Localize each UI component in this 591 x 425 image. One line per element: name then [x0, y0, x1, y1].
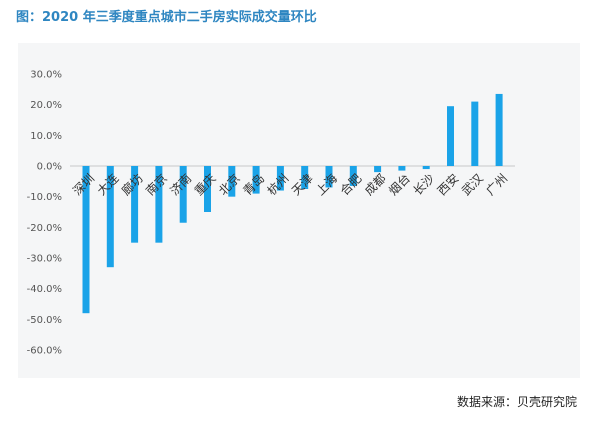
bar	[301, 166, 309, 189]
bar	[252, 166, 260, 194]
category-label: 天津	[289, 171, 316, 198]
bar	[276, 166, 284, 191]
y-tick-label: -50.0%	[27, 315, 62, 326]
bar	[374, 166, 382, 173]
category-label: 成都	[362, 171, 389, 198]
category-label: 重庆	[192, 171, 219, 198]
bar	[131, 166, 139, 243]
category-label: 上海	[313, 171, 341, 199]
bar	[82, 166, 90, 314]
y-tick-label: -10.0%	[27, 192, 62, 203]
category-label: 西安	[434, 171, 462, 199]
category-label: 长沙	[410, 171, 437, 198]
bar	[204, 166, 211, 212]
bar	[325, 166, 333, 188]
bar	[179, 166, 187, 223]
y-tick-label: -20.0%	[27, 223, 62, 234]
category-label: 南京	[142, 171, 170, 199]
bar	[447, 106, 454, 166]
bar	[398, 166, 406, 171]
category-label: 北京	[216, 171, 243, 198]
category-label: 武汉	[459, 171, 486, 198]
chart-title: 图：2020 年三季度重点城市二手房实际成交量环比	[16, 10, 317, 25]
category-label: 广州	[483, 171, 510, 198]
bar	[106, 166, 114, 268]
bar	[228, 166, 236, 197]
y-tick-label: 10.0%	[30, 131, 62, 142]
category-label: 大连	[94, 171, 122, 199]
bar	[349, 166, 357, 186]
y-tick-label: 30.0%	[30, 70, 62, 81]
bar	[422, 166, 430, 170]
y-tick-label: 20.0%	[30, 100, 62, 111]
bar	[471, 101, 479, 166]
category-label: 合肥	[337, 171, 365, 199]
category-label: 廊坊	[118, 171, 146, 199]
category-label: 深圳	[70, 171, 97, 198]
y-tick-label: 0.0%	[37, 162, 62, 173]
category-label: 杭州	[264, 171, 292, 199]
y-tick-label: -30.0%	[27, 254, 62, 265]
bar	[155, 166, 163, 243]
source-note: 数据来源：贝壳研究院	[456, 395, 577, 409]
bar	[495, 93, 503, 166]
category-label: 济南	[167, 171, 195, 199]
y-tick-label: -40.0%	[27, 284, 62, 295]
y-tick-label: -60.0%	[27, 346, 62, 357]
category-label: 烟台	[385, 171, 413, 199]
category-label: 青岛	[240, 171, 268, 199]
